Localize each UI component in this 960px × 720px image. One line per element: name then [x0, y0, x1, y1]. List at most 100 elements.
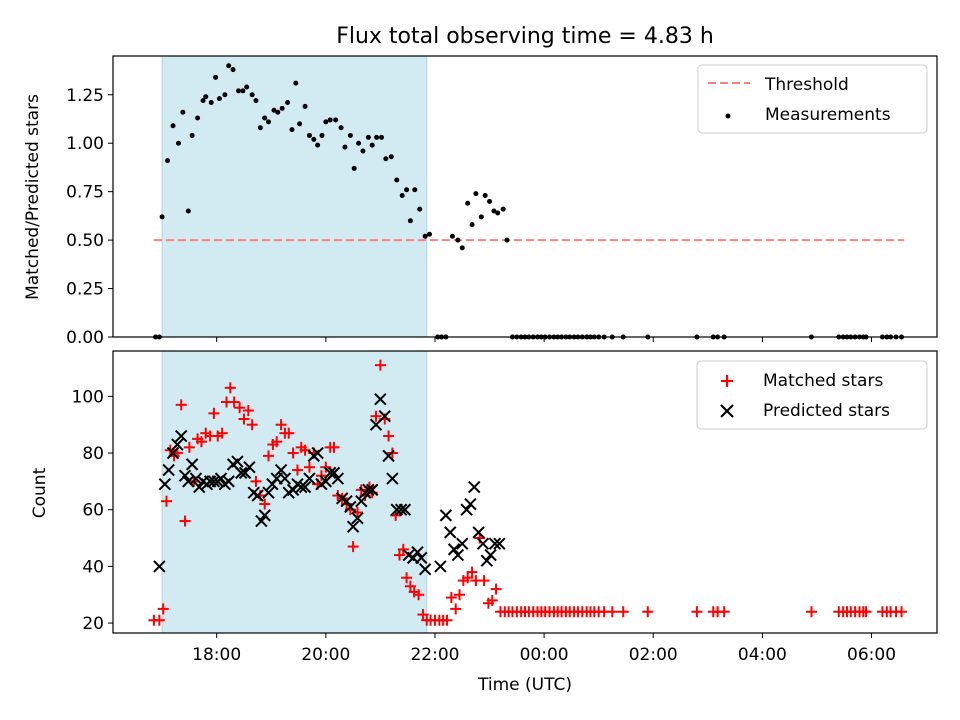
bottom-y-ticks: 20 40 60 80 100	[72, 387, 113, 634]
predicted-point	[415, 551, 428, 565]
matched-point	[478, 575, 490, 587]
measurement-point	[319, 132, 325, 138]
matched-point	[291, 464, 303, 476]
matched-point	[486, 594, 498, 606]
predicted-point	[374, 392, 387, 406]
measurement-point	[185, 208, 191, 214]
matched-point	[370, 410, 382, 422]
matched-point	[718, 606, 730, 618]
matched-point	[896, 606, 908, 618]
predicted-point	[298, 480, 312, 494]
chart-title: Flux total observing time = 4.83 h	[336, 24, 714, 49]
measurement-point	[342, 144, 348, 150]
x-tick-label: 22:00	[410, 645, 459, 665]
measurement-point	[360, 148, 366, 154]
predicted-point	[193, 480, 206, 494]
measurement-point	[249, 92, 255, 98]
predicted-point	[493, 537, 506, 550]
bottom-panel: 20 40 60 80 100 18:00 20:00 22:00 00:00 02:00 04:…	[30, 350, 938, 695]
matched-point	[462, 572, 474, 584]
predicted-point	[171, 438, 184, 451]
matched-point	[445, 592, 457, 604]
x-tick-label: 20:00	[301, 645, 350, 665]
legend-measurements-swatch	[725, 113, 731, 119]
matched-point	[228, 396, 240, 408]
measurement-point	[500, 206, 506, 212]
measurement-point	[465, 200, 471, 206]
top-shaded-region	[161, 55, 428, 338]
predicted-point	[162, 463, 175, 477]
y-tick-label: 1.25	[66, 86, 104, 106]
predicted-point	[382, 449, 395, 463]
measurement-point	[222, 92, 228, 98]
predicted-point	[418, 563, 432, 576]
predicted-point	[182, 475, 195, 488]
predicted-point	[362, 483, 375, 497]
predicted-point	[411, 546, 424, 559]
predicted-point	[386, 472, 399, 485]
predicted-point	[460, 503, 473, 516]
predicted-point	[189, 472, 203, 485]
predicted-point	[274, 463, 288, 477]
matched-point	[805, 606, 817, 618]
measurement-point	[365, 134, 371, 140]
predicted-point	[439, 509, 453, 522]
predicted-point	[365, 483, 379, 497]
measurement-point	[189, 132, 195, 138]
matched-point	[617, 606, 629, 618]
measurement-point	[412, 187, 418, 193]
predicted-point	[278, 472, 292, 485]
predicted-point	[258, 509, 271, 522]
predicted-point	[175, 429, 188, 443]
predicted-point	[355, 495, 368, 508]
matched-point	[413, 589, 425, 601]
matched-point	[238, 413, 250, 425]
matched-point	[234, 402, 246, 414]
legend-threshold-label: Threshold	[764, 75, 849, 95]
predicted-point	[331, 472, 345, 485]
y-tick-label: 80	[82, 444, 104, 464]
predicted-point	[303, 472, 316, 485]
matched-point	[383, 430, 395, 442]
measurement-point	[422, 233, 428, 239]
measurement-point	[236, 88, 242, 94]
predicted-point	[351, 512, 364, 525]
measurement-point	[404, 187, 410, 193]
x-tick-label: 18:00	[192, 645, 241, 665]
measurement-point	[369, 142, 375, 148]
predicted-point	[340, 495, 353, 508]
measurement-point	[399, 193, 405, 199]
measurement-point	[455, 237, 461, 243]
y-tick-label: 100	[72, 387, 104, 407]
legend-predicted-label: Predicted stars	[763, 401, 890, 421]
matched-point	[250, 475, 262, 487]
measurement-point	[459, 245, 465, 251]
matched-point	[691, 606, 703, 618]
predicted-point	[153, 560, 166, 573]
measurement-point	[388, 154, 394, 160]
predicted-point	[346, 520, 360, 533]
predicted-point	[468, 480, 481, 494]
measurement-point	[175, 140, 181, 146]
matched-point	[351, 507, 363, 519]
measurement-point	[208, 100, 214, 106]
measurement-point	[495, 210, 501, 216]
predicted-point	[488, 537, 502, 550]
predicted-point	[251, 489, 264, 502]
matched-point	[271, 436, 283, 448]
y-tick-label: 0.75	[66, 183, 104, 203]
measurement-point	[315, 142, 321, 148]
measurement-point	[338, 125, 344, 131]
x-tick-label: 02:00	[629, 645, 678, 665]
y-tick-label: 60	[82, 501, 104, 521]
predicted-point	[434, 560, 447, 573]
predicted-point	[255, 514, 268, 528]
measurement-point	[285, 100, 291, 106]
matched-point	[224, 382, 236, 394]
bottom-axes-frame	[112, 350, 938, 634]
bottom-y-axis-label: Count	[30, 467, 50, 518]
measurement-point	[487, 198, 493, 204]
bottom-legend-box	[696, 360, 928, 430]
predicted-point	[344, 500, 357, 514]
